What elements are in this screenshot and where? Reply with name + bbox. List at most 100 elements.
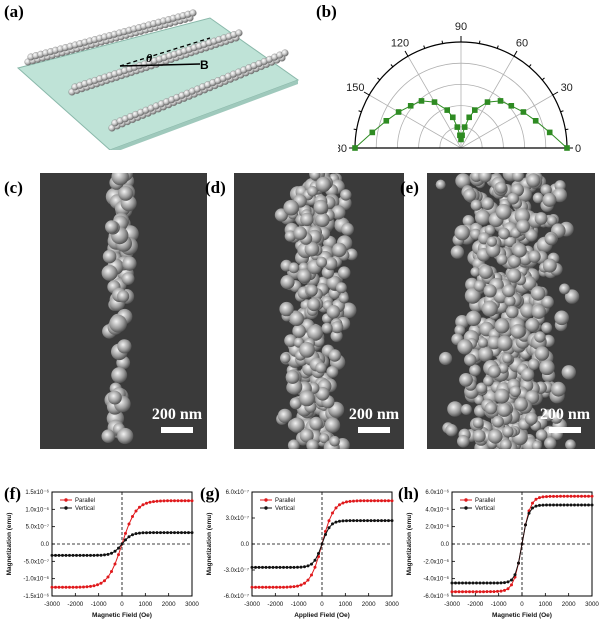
data-point-vertical bbox=[117, 546, 120, 550]
x-tick-label: -1000 bbox=[291, 601, 307, 608]
data-point-parallel bbox=[559, 494, 562, 498]
data-point-parallel bbox=[57, 585, 61, 589]
data-point-vertical bbox=[555, 503, 559, 507]
nanoparticle bbox=[488, 429, 503, 444]
polar-tick bbox=[541, 77, 545, 81]
legend-label: Vertical bbox=[75, 506, 95, 512]
data-point-vertical bbox=[534, 504, 538, 508]
polar-grid-spoke bbox=[369, 94, 462, 149]
data-point-vertical bbox=[390, 519, 394, 523]
data-point-vertical bbox=[503, 581, 506, 585]
data-point-vertical bbox=[541, 503, 545, 507]
data-point-vertical bbox=[85, 553, 89, 557]
polar-data-point bbox=[407, 103, 414, 109]
nanoparticle bbox=[551, 381, 566, 397]
panel-label-d: (d) bbox=[205, 178, 226, 197]
chain-schematic: θ B bbox=[16, 9, 300, 150]
data-point-vertical bbox=[590, 503, 594, 507]
y-tick-label: 1.0x10⁻⁶ bbox=[25, 506, 49, 513]
data-point-vertical bbox=[50, 553, 54, 557]
y-tick-label: 6.0x10⁻⁶ bbox=[425, 489, 449, 496]
nanoparticle bbox=[534, 212, 548, 225]
nanoparticle bbox=[292, 324, 306, 338]
nanoparticle bbox=[289, 397, 302, 410]
y-tick-label: 1.5x10⁻⁶ bbox=[25, 489, 49, 496]
data-point-vertical bbox=[334, 520, 338, 524]
data-point-parallel bbox=[268, 585, 271, 589]
nanoparticle bbox=[485, 242, 501, 258]
data-point-vertical bbox=[306, 564, 310, 568]
nanoparticle bbox=[470, 266, 481, 277]
data-point-vertical bbox=[478, 581, 482, 585]
nanoparticle bbox=[463, 188, 477, 202]
polar-tick bbox=[423, 45, 426, 49]
data-point-parallel bbox=[271, 585, 275, 589]
data-point-vertical bbox=[134, 532, 138, 536]
nanoparticle bbox=[530, 286, 546, 301]
data-point-vertical bbox=[320, 542, 324, 546]
data-point-vertical bbox=[57, 553, 61, 557]
nanoparticle bbox=[279, 301, 294, 317]
nanoparticle bbox=[307, 186, 318, 197]
polar-outer-arc bbox=[354, 41, 568, 149]
nanoparticle bbox=[462, 215, 475, 227]
data-point-vertical bbox=[499, 581, 503, 585]
panel-label-h: (h) bbox=[398, 484, 419, 503]
sem-image-e: 200 nm bbox=[427, 173, 595, 449]
nanoparticle bbox=[338, 293, 349, 304]
nanoparticle bbox=[524, 412, 538, 425]
data-point-vertical bbox=[468, 581, 471, 585]
x-axis-label: Magnetic Field (Oe) bbox=[492, 612, 552, 619]
data-point-vertical bbox=[71, 553, 75, 557]
data-point-parallel bbox=[275, 585, 278, 589]
nanoparticle bbox=[101, 264, 118, 281]
nanoparticle bbox=[331, 205, 346, 220]
data-point-parallel bbox=[583, 494, 587, 498]
nanoparticle bbox=[117, 290, 130, 303]
data-point-parallel bbox=[552, 494, 555, 498]
data-point-parallel bbox=[299, 583, 303, 587]
polar-tick bbox=[496, 45, 499, 49]
nanoparticle bbox=[496, 254, 508, 265]
nanoparticle bbox=[516, 219, 530, 234]
data-point-vertical bbox=[506, 580, 510, 584]
nanoparticle bbox=[435, 179, 446, 190]
legend-label: Parallel bbox=[275, 498, 295, 504]
nanoparticle bbox=[457, 339, 473, 355]
polar-data-point bbox=[484, 99, 491, 105]
scale-bar bbox=[358, 427, 390, 433]
nanoparticle bbox=[469, 364, 481, 377]
polar-angle-label: 30 bbox=[561, 82, 573, 94]
y-tick-label: -1.0x10⁻⁶ bbox=[23, 576, 49, 583]
data-point-parallel bbox=[489, 590, 492, 594]
nanoparticle bbox=[484, 402, 498, 415]
data-point-parallel bbox=[264, 585, 268, 589]
y-tick-label: -2.0x10⁻⁶ bbox=[423, 558, 449, 565]
nanoparticle bbox=[117, 339, 132, 354]
y-axis-label: Magnetization (emu) bbox=[406, 513, 413, 576]
data-point-vertical bbox=[331, 522, 334, 526]
data-point-parallel bbox=[278, 585, 282, 589]
x-tick-label: 0 bbox=[120, 601, 124, 608]
data-point-parallel bbox=[64, 585, 68, 589]
data-point-parallel bbox=[68, 585, 71, 589]
data-point-parallel bbox=[503, 588, 506, 592]
nanoparticle bbox=[502, 284, 516, 298]
nanoparticle bbox=[512, 173, 524, 182]
data-point-parallel bbox=[254, 585, 257, 589]
polar-tick bbox=[552, 91, 559, 96]
data-point-parallel bbox=[390, 499, 394, 503]
polar-data-point bbox=[450, 114, 456, 121]
nanoparticle bbox=[498, 227, 510, 240]
data-point-parallel bbox=[78, 585, 82, 589]
data-point-vertical bbox=[520, 542, 524, 546]
panel-label-g: (g) bbox=[200, 484, 220, 503]
data-point-parallel bbox=[250, 585, 254, 589]
data-point-vertical bbox=[380, 519, 383, 523]
nanoparticle bbox=[300, 212, 314, 227]
polar-angle-label: 60 bbox=[516, 37, 528, 49]
data-point-parallel bbox=[75, 585, 78, 589]
data-point-parallel bbox=[82, 585, 85, 589]
data-point-vertical bbox=[317, 552, 320, 555]
data-point-parallel bbox=[54, 585, 57, 589]
